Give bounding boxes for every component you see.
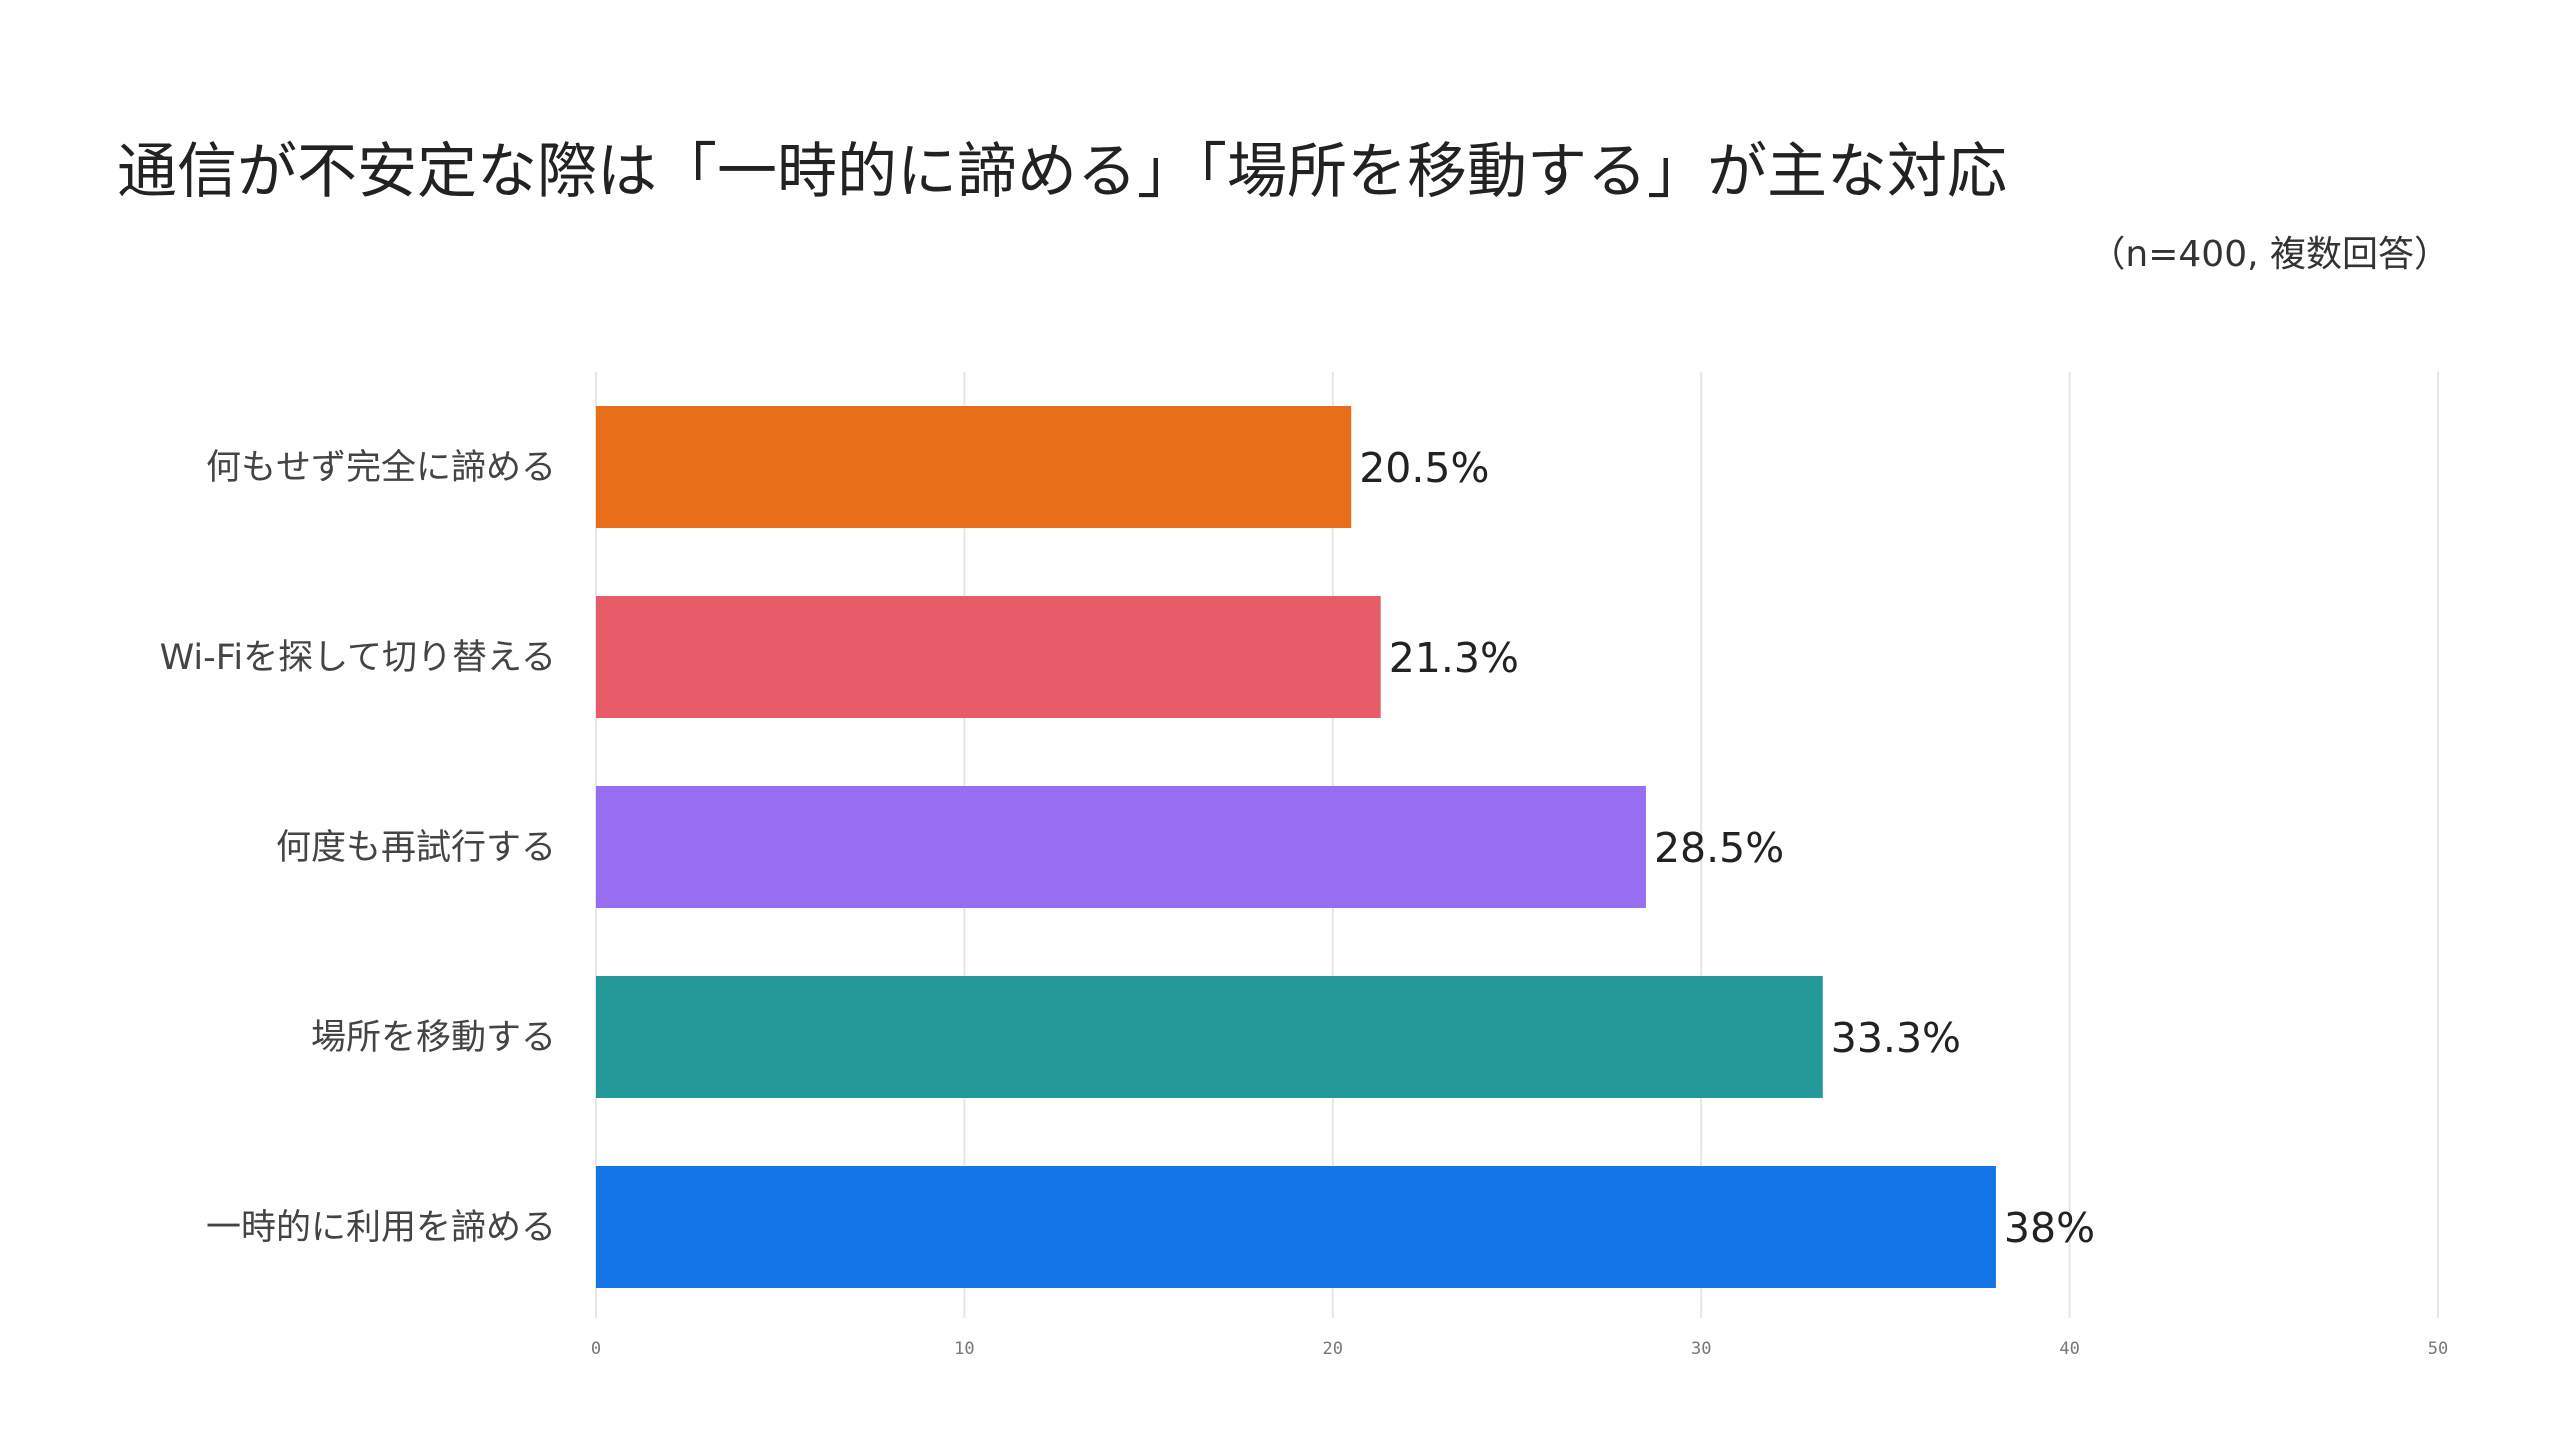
value-label-1: 20.5% xyxy=(1359,444,1489,492)
x-tick-label-0: 0 xyxy=(591,1339,601,1359)
bars xyxy=(596,406,1996,1288)
value-label-5: 38% xyxy=(2004,1204,2095,1252)
bar-1 xyxy=(596,406,1352,528)
x-tick-label-40: 40 xyxy=(2059,1339,2079,1359)
value-label-4: 33.3% xyxy=(1831,1014,1961,1062)
x-tick-label-10: 10 xyxy=(954,1339,974,1359)
bar-5 xyxy=(596,1166,1996,1288)
value-label-3: 28.5% xyxy=(1654,824,1784,872)
value-label-2: 21.3% xyxy=(1389,634,1519,682)
x-tick-label-30: 30 xyxy=(1691,1339,1711,1359)
category-label-1: 何もせず完全に諦める xyxy=(206,448,556,488)
category-label-4: 場所を移動する xyxy=(311,1018,556,1058)
bar-2 xyxy=(596,596,1381,718)
category-label-3: 何度も再試行する xyxy=(276,828,556,868)
x-tick-label-20: 20 xyxy=(1323,1339,1343,1359)
category-label-2: Wi-Fiを探して切り替える xyxy=(160,638,556,678)
bar-3 xyxy=(596,786,1646,908)
x-axis-ticks: 0 10 20 30 40 50 xyxy=(591,1339,2448,1359)
x-tick-label-50: 50 xyxy=(2428,1339,2448,1359)
value-labels: 20.5% 21.3% 28.5% 33.3% 38% xyxy=(1359,444,2095,1252)
chart-subtitle: （n=400, 複数回答） xyxy=(2089,234,2450,275)
category-label-5: 一時的に利用を諦める xyxy=(206,1208,556,1248)
chart-title: 通信が不安定な際は「一時的に諦める」「場所を移動する」が主な対応 xyxy=(117,137,2007,207)
category-labels: 何もせず完全に諦める Wi-Fiを探して切り替える何度も再試行する場所を移動する一… xyxy=(160,448,556,1248)
bar-4 xyxy=(596,976,1823,1098)
